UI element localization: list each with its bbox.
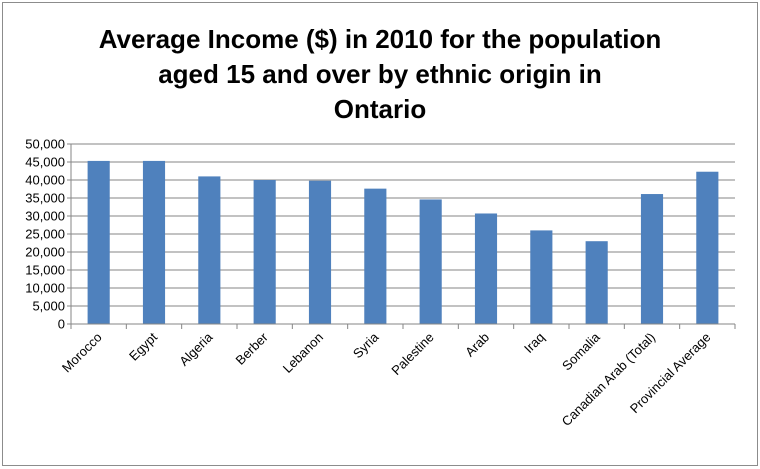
bar-algeria bbox=[198, 176, 221, 324]
bars bbox=[87, 160, 719, 324]
bar-morocco bbox=[87, 160, 110, 324]
bar-provincial-average bbox=[696, 171, 719, 324]
axes bbox=[67, 143, 736, 329]
x-tick-label: Iraq bbox=[521, 330, 547, 356]
x-tick-label: Lebanon bbox=[280, 330, 326, 376]
bar-canadian-arab-total bbox=[640, 194, 664, 324]
y-tick-label: 20,000 bbox=[25, 245, 65, 260]
x-tick-label: Arab bbox=[462, 330, 492, 360]
y-tick-label: 50,000 bbox=[25, 137, 65, 152]
bar-lebanon bbox=[308, 180, 332, 324]
bar-syria bbox=[364, 188, 387, 324]
x-tick-label: Berber bbox=[233, 329, 272, 368]
x-tick-label: Morocco bbox=[59, 330, 105, 376]
y-tick-label: 45,000 bbox=[25, 155, 65, 170]
chart-title-line-3: Ontario bbox=[334, 94, 426, 124]
y-tick-label: 30,000 bbox=[25, 209, 65, 224]
chart-title-line-2: aged 15 and over by ethnic origin in bbox=[158, 59, 602, 89]
y-tick-label: 10,000 bbox=[25, 281, 65, 296]
x-tick-label: Egypt bbox=[126, 329, 160, 363]
bar-palestine bbox=[419, 199, 442, 324]
chart-title: Average Income ($) in 2010 for the popul… bbox=[99, 24, 661, 124]
bar-egypt bbox=[142, 160, 166, 324]
x-tick-label: Canadian Arab (Total) bbox=[559, 330, 659, 430]
chart-title-line-1: Average Income ($) in 2010 for the popul… bbox=[99, 24, 661, 54]
x-tick-label: Palestine bbox=[388, 330, 436, 378]
y-tick-label: 5,000 bbox=[32, 299, 65, 314]
bar-berber bbox=[253, 180, 276, 324]
y-tick-label: 25,000 bbox=[25, 227, 65, 242]
bar-iraq bbox=[530, 230, 553, 324]
x-tick-label: Syria bbox=[350, 329, 382, 361]
y-tick-label: 40,000 bbox=[25, 173, 65, 188]
bar-arab bbox=[474, 213, 498, 324]
y-tick-labels: 0 5,000 10,000 15,000 20,000 25,000 30,000 35,0… bbox=[25, 137, 65, 332]
gridlines bbox=[71, 143, 735, 307]
x-tick-label: Somalia bbox=[559, 329, 603, 373]
x-tick-label: Algeria bbox=[176, 329, 216, 369]
y-tick-label: 15,000 bbox=[25, 263, 65, 278]
y-tick-label: 0 bbox=[58, 317, 65, 332]
x-tick-labels: Morocco Egypt Algeria Berber Lebanon Syria Pal… bbox=[59, 329, 714, 429]
bar-somalia bbox=[585, 241, 608, 324]
y-tick-label: 35,000 bbox=[25, 191, 65, 206]
